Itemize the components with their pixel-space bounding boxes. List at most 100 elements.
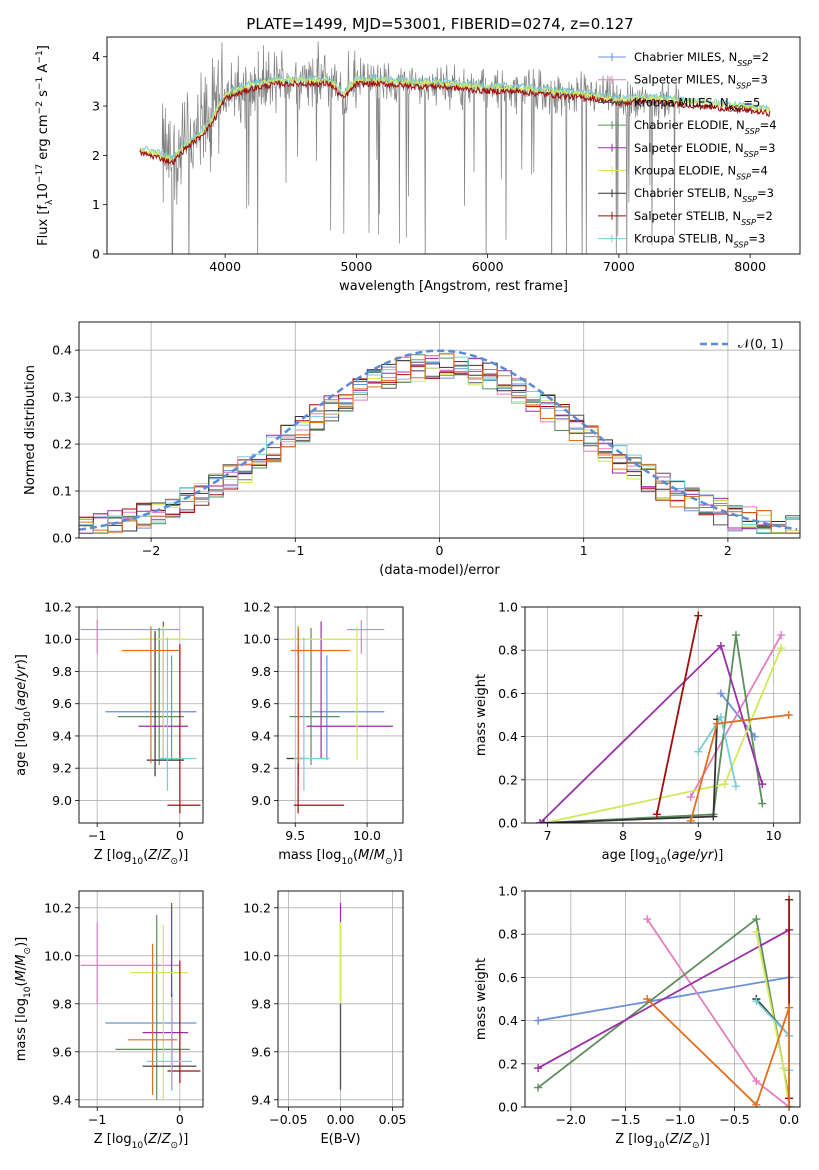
histogram-series-9 — [79, 353, 800, 534]
normal-reference-curve — [79, 349, 798, 532]
mass-vs-Z-ylabel: mass [log10(M/M⊙)] — [14, 937, 33, 1061]
histogram-series-8 — [79, 352, 800, 534]
y-tick-label: 0 — [92, 247, 100, 262]
legend-entry-label: Salpeter ELODIE, NSSP=3 — [634, 141, 775, 159]
y-tick-label: 9.4 — [52, 728, 72, 743]
x-tick-label: −0.5 — [719, 1112, 749, 1127]
y-tick-label: 9.8 — [52, 996, 72, 1011]
weight-series-4 — [543, 647, 783, 823]
y-tick-label: 10.0 — [243, 632, 271, 647]
y-tick-label: 0.8 — [498, 643, 518, 658]
weight-marker — [779, 1064, 788, 1073]
spectrum-frame — [106, 36, 801, 255]
x-tick-label: −1 — [286, 543, 304, 558]
residuals-frame — [78, 321, 801, 539]
x-tick-label: 10.0 — [353, 828, 381, 843]
weight-marker — [534, 1016, 543, 1025]
model-spectrum-1 — [139, 75, 771, 162]
y-tick-label: 0.0 — [52, 531, 72, 546]
spectrum-xlabel: wavelength [Angstrom, rest frame] — [339, 279, 568, 294]
legend-entry-label: Chabrier ELODIE, NSSP=4 — [634, 118, 777, 136]
age-vs-Z-frame — [78, 606, 204, 824]
x-tick-label: 7000 — [603, 259, 635, 274]
spectrum-plot-area — [139, 41, 771, 254]
weight-vs-age-xlabel: age [log10(age/yr)] — [602, 848, 724, 867]
mass-vs-Z-frame — [78, 890, 204, 1108]
mass-vs-Z-plot-area — [80, 903, 201, 1100]
legend-entry-label: Kroupa ELODIE, NSSP=4 — [634, 164, 768, 182]
mass-vs-Z-panel: −1 0 9.4 9.6 9.8 10.0 10.2 Z [log10(Z/Z⊙)] mass … — [14, 890, 204, 1151]
weight-marker — [536, 819, 545, 823]
age-vs-mass-plot-area — [285, 619, 393, 814]
y-tick-label: 9.4 — [251, 728, 271, 743]
x-tick-label: 8000 — [734, 259, 766, 274]
y-tick-label: 9.6 — [251, 1044, 271, 1059]
y-tick-label: 9.2 — [52, 761, 72, 776]
weight-vs-Z-frame — [524, 890, 801, 1108]
y-tick-label: 10.2 — [243, 900, 271, 915]
y-tick-label: 9.6 — [251, 696, 271, 711]
y-tick-label: 10.2 — [44, 600, 72, 615]
age-vs-Z-ylabel: age [log10(age/yr)] — [14, 654, 33, 776]
residuals-panel: −2 −1 0 1 2 0.0 0.1 0.2 0.3 0.4 (data-model)/error… — [23, 321, 801, 578]
weight-marker — [758, 799, 767, 808]
weight-marker — [716, 713, 725, 722]
histogram-series-7 — [79, 361, 800, 534]
weight-vs-Z-xlabel: Z [log10(Z/Z⊙)] — [615, 1132, 710, 1151]
legend-entry-label: Salpeter STELIB, NSSP=2 — [634, 209, 773, 227]
weight-marker — [716, 689, 725, 698]
weight-series-6 — [655, 615, 700, 815]
x-tick-label: −0.05 — [269, 1112, 307, 1127]
mass-vs-ebv-frame — [277, 890, 404, 1108]
y-tick-label: 10.2 — [44, 900, 72, 915]
legend-entry-label: Salpeter MILES, NSSP=3 — [634, 73, 768, 91]
weight-marker — [652, 810, 661, 819]
weight-marker — [713, 719, 722, 728]
weight-marker — [752, 1100, 761, 1107]
weight-marker — [720, 780, 729, 789]
mass-vs-Z-xlabel: Z [log10(Z/Z⊙)] — [94, 1132, 189, 1151]
x-tick-label: 0.0 — [779, 1112, 799, 1127]
legend-entry-label: Kroupa STELIB, NSSP=3 — [634, 232, 765, 250]
weight-marker — [777, 644, 786, 653]
weight-marker — [785, 895, 794, 904]
weight-marker — [694, 747, 703, 756]
y-tick-label: 0.1 — [52, 484, 72, 499]
y-tick-label: 0.6 — [498, 970, 518, 985]
model-spectrum-2 — [139, 79, 771, 166]
weight-marker — [694, 611, 703, 620]
weight-marker — [752, 915, 761, 924]
x-tick-label: 10 — [766, 828, 782, 843]
weight-marker — [758, 780, 767, 789]
y-tick-label: 0.4 — [52, 343, 72, 358]
x-tick-label: 5000 — [340, 259, 372, 274]
weight-series-0 — [720, 692, 756, 738]
weight-marker — [752, 928, 761, 937]
x-tick-label: 8 — [619, 828, 627, 843]
x-tick-label: 7 — [544, 828, 552, 843]
y-tick-label: 10.0 — [44, 948, 72, 963]
weight-marker — [539, 819, 548, 823]
y-tick-label: 0.2 — [52, 437, 72, 452]
y-tick-label: 0.3 — [52, 390, 72, 405]
y-tick-label: 0.0 — [498, 816, 518, 831]
mass-vs-ebv-panel: −0.05 0.00 0.05 9.4 9.6 9.8 10.0 10.2 E(B-V) — [243, 890, 407, 1147]
y-tick-label: 9.4 — [251, 1092, 271, 1107]
y-tick-label: 9.6 — [52, 696, 72, 711]
residuals-ylabel: Normed distribution — [23, 365, 38, 495]
age-vs-Z-plot-area — [80, 619, 201, 814]
y-tick-label: 0.6 — [498, 686, 518, 701]
x-tick-label: 9.5 — [285, 828, 305, 843]
y-tick-label: 1.0 — [498, 600, 518, 615]
x-tick-label: 6000 — [472, 259, 504, 274]
y-tick-label: 9.4 — [52, 1092, 72, 1107]
weight-marker — [686, 816, 695, 823]
x-tick-label: 0 — [176, 1112, 184, 1127]
x-tick-label: −1.5 — [610, 1112, 640, 1127]
weight-vs-Z-plot-area — [534, 895, 794, 1107]
y-tick-label: 9.8 — [52, 664, 72, 679]
y-tick-label: 10.2 — [243, 600, 271, 615]
weight-marker — [709, 812, 718, 821]
figure-title: PLATE=1499, MJD=53001, FIBERID=0274, z=0… — [246, 15, 633, 33]
